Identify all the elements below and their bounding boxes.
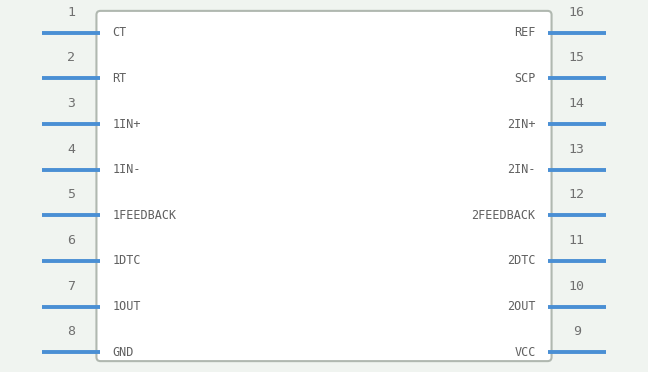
Text: 12: 12 [569, 188, 584, 201]
Text: 16: 16 [569, 6, 584, 19]
Text: 1FEEDBACK: 1FEEDBACK [113, 209, 176, 222]
Text: 8: 8 [67, 325, 75, 338]
Text: 1: 1 [67, 6, 75, 19]
Text: 2OUT: 2OUT [507, 300, 535, 313]
Text: 14: 14 [569, 97, 584, 110]
Text: 15: 15 [569, 51, 584, 64]
Text: 2DTC: 2DTC [507, 254, 535, 267]
Text: 2: 2 [67, 51, 75, 64]
Text: GND: GND [113, 346, 134, 359]
Text: 2IN-: 2IN- [507, 163, 535, 176]
Text: 4: 4 [67, 143, 75, 156]
Text: 2FEEDBACK: 2FEEDBACK [472, 209, 535, 222]
Text: 11: 11 [569, 234, 584, 247]
Text: 7: 7 [67, 279, 75, 292]
Text: VCC: VCC [514, 346, 535, 359]
Text: CT: CT [113, 26, 127, 39]
Text: 6: 6 [67, 234, 75, 247]
Text: 9: 9 [573, 325, 581, 338]
Text: 10: 10 [569, 279, 584, 292]
Text: 5: 5 [67, 188, 75, 201]
Text: 1IN+: 1IN+ [113, 118, 141, 131]
Text: SCP: SCP [514, 72, 535, 85]
Text: 1DTC: 1DTC [113, 254, 141, 267]
Text: 2IN+: 2IN+ [507, 118, 535, 131]
Text: 13: 13 [569, 143, 584, 156]
FancyBboxPatch shape [97, 11, 551, 361]
Text: 1IN-: 1IN- [113, 163, 141, 176]
Text: RT: RT [113, 72, 127, 85]
Text: REF: REF [514, 26, 535, 39]
Text: 3: 3 [67, 97, 75, 110]
Text: 1OUT: 1OUT [113, 300, 141, 313]
